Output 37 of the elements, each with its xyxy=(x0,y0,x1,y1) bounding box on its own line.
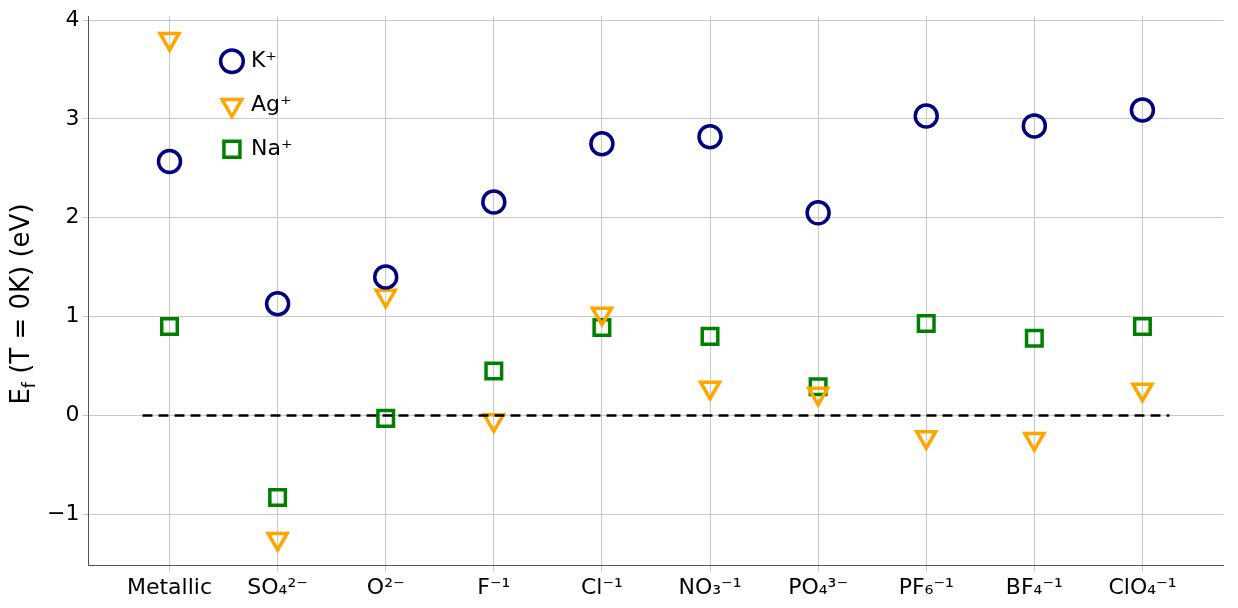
point xyxy=(159,316,180,336)
point xyxy=(697,124,723,150)
x-tick-label: Metallic xyxy=(126,573,213,599)
x-tick-label: ClO₄⁻¹ xyxy=(1108,573,1177,599)
point xyxy=(913,103,939,129)
point xyxy=(1132,316,1152,336)
point xyxy=(700,326,720,346)
point xyxy=(916,313,936,334)
point xyxy=(268,487,288,507)
point xyxy=(1021,113,1048,139)
y-tick-label: 2 xyxy=(65,203,80,229)
point xyxy=(156,148,183,175)
point xyxy=(1024,328,1044,348)
point xyxy=(484,361,504,381)
x-tick-label: PO₄³⁻ xyxy=(788,573,849,599)
y-tick-label: −1 xyxy=(46,499,80,525)
point xyxy=(372,264,399,290)
y-tick-label: 0 xyxy=(65,401,80,427)
legend-label: Ag⁺ xyxy=(250,90,292,116)
legend-label: Na⁺ xyxy=(250,134,293,160)
point xyxy=(376,408,396,428)
point xyxy=(589,130,615,157)
point xyxy=(1129,97,1156,123)
x-tick-label: O²⁻ xyxy=(366,573,405,599)
x-tick-label: PF₆⁻¹ xyxy=(898,573,954,599)
y-tick-label: 4 xyxy=(65,5,80,31)
point xyxy=(264,291,291,317)
x-tick-label: Cl⁻¹ xyxy=(580,573,623,599)
y-tick-label: 3 xyxy=(65,104,80,130)
y-tick-label: 1 xyxy=(65,302,80,328)
point xyxy=(481,189,507,215)
legend-label: K⁺ xyxy=(250,46,277,72)
point xyxy=(805,200,831,226)
x-tick-label: F⁻¹ xyxy=(477,573,511,599)
x-tick-label: SO₄²⁻ xyxy=(247,573,308,599)
x-tick-label: NO₃⁻¹ xyxy=(678,573,742,599)
x-tick-label: BF₄⁻¹ xyxy=(1005,573,1063,599)
